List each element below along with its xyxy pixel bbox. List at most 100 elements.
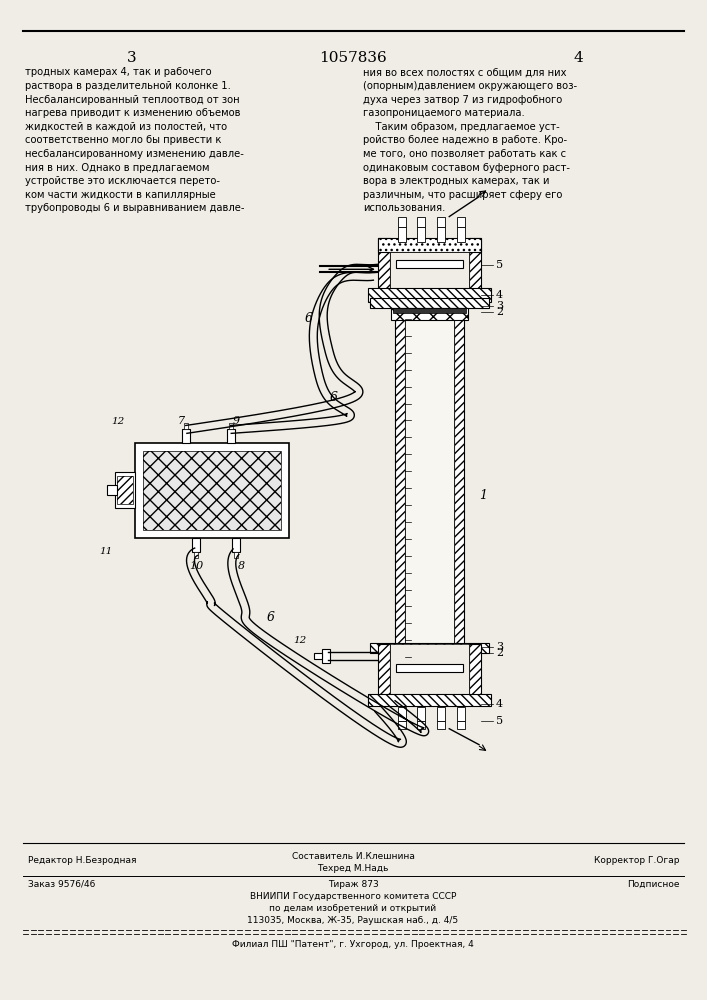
Bar [469, 238, 481, 293]
Bar [395, 311, 404, 679]
Text: Подписное: Подписное [627, 880, 679, 889]
Bar [115, 472, 135, 508]
Bar [117, 476, 133, 504]
Text: Техред М.Надь: Техред М.Надь [317, 864, 389, 873]
Bar [370, 298, 489, 308]
Text: Составитель И.Клешнина: Составитель И.Клешнина [291, 852, 414, 861]
Text: 2: 2 [496, 648, 503, 658]
Text: Редактор Н.Безродная: Редактор Н.Безродная [28, 856, 136, 865]
Text: 9: 9 [233, 416, 240, 426]
Bar [378, 238, 390, 293]
Text: 8: 8 [238, 561, 245, 571]
Bar [194, 552, 198, 558]
Bar [322, 649, 330, 663]
Bar [397, 707, 406, 721]
Text: 3: 3 [496, 642, 503, 652]
Text: 113035, Москва, Ж-35, Раушская наб., д. 4/5: 113035, Москва, Ж-35, Раушская наб., д. … [247, 916, 459, 925]
Bar [418, 217, 426, 227]
Bar [395, 311, 404, 679]
Text: 3: 3 [127, 51, 136, 65]
Bar [370, 643, 489, 653]
Bar [396, 260, 463, 268]
Text: 5: 5 [496, 260, 503, 270]
Bar [438, 227, 445, 242]
Bar [182, 429, 190, 443]
Text: ния во всех полостях с общим для них
(опорным)давлением окружающего воз-
духа че: ния во всех полостях с общим для них (оп… [363, 67, 577, 213]
Text: 12: 12 [112, 417, 125, 426]
Text: 10: 10 [189, 561, 204, 571]
Bar [454, 311, 464, 679]
Bar [469, 644, 481, 699]
Bar [234, 552, 238, 558]
Bar [397, 227, 406, 242]
Text: 5: 5 [496, 716, 503, 726]
Bar [469, 644, 481, 699]
Text: 6: 6 [304, 312, 312, 325]
Bar [457, 721, 465, 729]
Bar [418, 721, 426, 729]
Bar [390, 252, 469, 293]
Bar [370, 643, 489, 653]
Text: Заказ 9576/46: Заказ 9576/46 [28, 880, 95, 889]
Text: 4: 4 [496, 290, 503, 300]
Text: Корректор Г.Огар: Корректор Г.Огар [594, 856, 679, 865]
Text: 2: 2 [496, 307, 503, 317]
Text: 3: 3 [496, 301, 503, 311]
Bar [368, 288, 491, 302]
Bar [378, 644, 390, 699]
Text: 1057836: 1057836 [319, 51, 387, 65]
Bar [368, 288, 491, 302]
Bar [457, 227, 465, 242]
Bar [368, 694, 491, 706]
Bar [418, 707, 426, 721]
Bar [391, 650, 468, 662]
Bar [392, 662, 466, 667]
Bar [469, 238, 481, 293]
Bar [117, 476, 133, 504]
Bar [370, 298, 489, 308]
Text: 1: 1 [479, 489, 487, 502]
Bar [229, 423, 233, 429]
Bar [457, 217, 465, 227]
Text: 4: 4 [496, 699, 503, 709]
Text: Филиал ПШ "Патент", г. Ухгород, ул. Проектная, 4: Филиал ПШ "Патент", г. Ухгород, ул. Прое… [232, 940, 474, 949]
Bar [143, 451, 281, 530]
Bar [232, 538, 240, 552]
Bar [418, 227, 426, 242]
Bar [391, 650, 468, 662]
Bar [438, 721, 445, 729]
Text: 12: 12 [293, 636, 306, 645]
Bar [315, 653, 322, 659]
Text: 4: 4 [573, 51, 583, 65]
Bar [397, 217, 406, 227]
Bar [454, 311, 464, 679]
Bar [396, 664, 463, 672]
Text: ВНИИПИ Государственного комитета СССР: ВНИИПИ Государственного комитета СССР [250, 892, 456, 901]
Text: тродных камерах 4, так и рабочего
раствора в разделительной колонке 1.
Несбаланс: тродных камерах 4, так и рабочего раство… [25, 67, 244, 213]
Bar [404, 311, 454, 679]
Bar [378, 238, 481, 252]
Text: 6: 6 [329, 391, 337, 404]
Text: по делам изобретений и открытий: по делам изобретений и открытий [269, 904, 436, 913]
Bar [143, 451, 281, 530]
Text: 7: 7 [177, 416, 185, 426]
Bar [391, 308, 468, 320]
Bar [390, 644, 469, 699]
Bar [378, 238, 481, 252]
Bar [438, 707, 445, 721]
Bar [185, 423, 188, 429]
Bar [192, 538, 200, 552]
Text: 6: 6 [267, 611, 274, 624]
Bar [378, 238, 390, 293]
Bar [391, 308, 468, 320]
Bar [457, 707, 465, 721]
Bar [378, 644, 390, 699]
Bar [438, 217, 445, 227]
Bar [397, 721, 406, 729]
Bar [135, 443, 288, 538]
Bar [107, 485, 117, 495]
Bar [227, 429, 235, 443]
Text: Тираж 873: Тираж 873 [327, 880, 378, 889]
Bar [392, 308, 466, 313]
Text: 11: 11 [100, 547, 113, 556]
